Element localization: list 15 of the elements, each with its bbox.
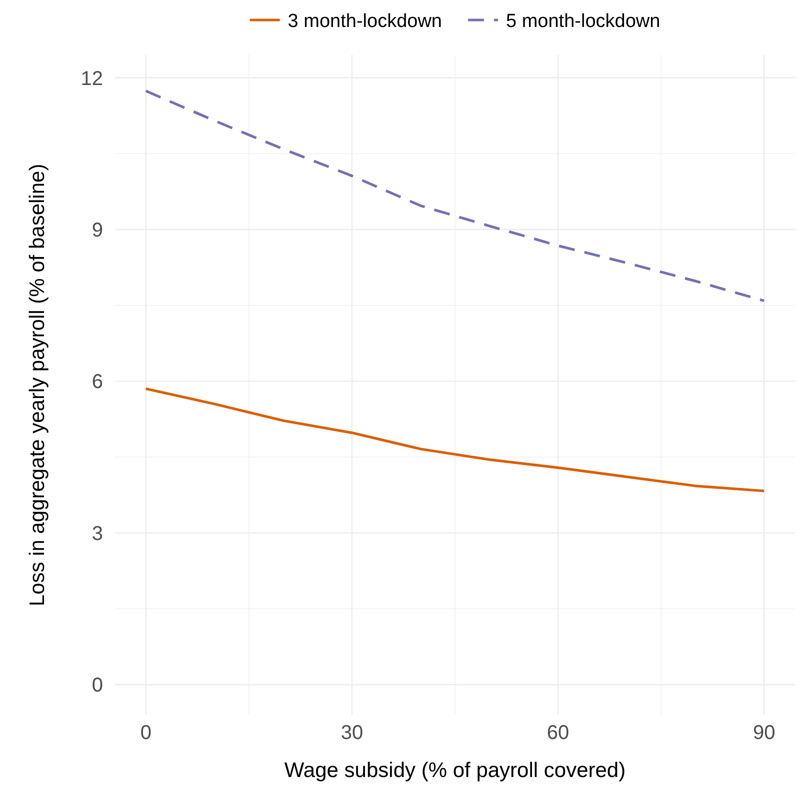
x-tick-label: 60 [546, 722, 570, 744]
line-series [144, 90, 766, 302]
y-axis-title: Loss in aggregate yearly payroll (% of baseline) [26, 164, 49, 606]
y-tick-label: 9 [92, 219, 103, 242]
y-tick-label: 6 [92, 371, 103, 394]
x-tick-label: 0 [140, 722, 152, 744]
legend-label: 3 month-lockdown [288, 11, 442, 32]
x-tick-label: 30 [340, 722, 364, 744]
x-tick-label: 90 [752, 722, 776, 744]
line-series [144, 387, 766, 492]
y-tick-label: 3 [92, 522, 103, 545]
y-tick-label: 0 [92, 674, 103, 697]
x-axis-title: Wage subsidy (% of payroll covered) [284, 759, 626, 782]
y-tick-label: 12 [80, 68, 103, 90]
legend-label: 5 month-lockdown [506, 11, 660, 32]
